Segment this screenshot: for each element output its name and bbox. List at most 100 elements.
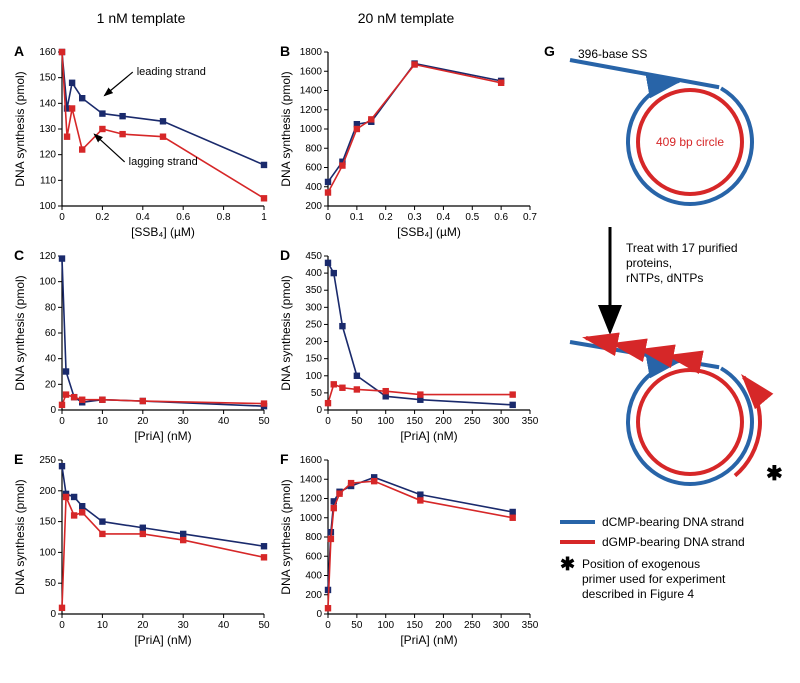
svg-text:200: 200: [305, 337, 322, 348]
svg-text:[PriA] (nM): [PriA] (nM): [134, 429, 191, 443]
svg-text:150: 150: [305, 354, 322, 365]
svg-text:E: E: [14, 451, 23, 467]
svg-text:A: A: [14, 43, 24, 59]
svg-text:120: 120: [39, 150, 56, 161]
svg-text:50: 50: [45, 578, 57, 589]
svg-text:100: 100: [39, 201, 56, 212]
svg-text:0.2: 0.2: [379, 212, 393, 223]
svg-text:150: 150: [406, 620, 423, 631]
svg-text:DNA synthesis (pmol): DNA synthesis (pmol): [13, 275, 27, 390]
svg-text:10: 10: [97, 416, 109, 427]
svg-text:300: 300: [493, 416, 510, 427]
svg-text:F: F: [280, 451, 289, 467]
svg-text:250: 250: [464, 416, 481, 427]
svg-text:130: 130: [39, 124, 56, 135]
panel-c: 01020304050020406080100120[PriA] (nM)DNA…: [10, 246, 272, 446]
svg-text:120: 120: [39, 251, 56, 262]
svg-text:110: 110: [40, 175, 56, 186]
svg-text:150: 150: [39, 517, 56, 528]
col-header-left: 1 nM template: [10, 10, 272, 38]
svg-text:0: 0: [325, 416, 331, 427]
svg-text:60: 60: [45, 328, 57, 339]
svg-text:300: 300: [305, 302, 322, 313]
svg-text:C: C: [14, 247, 24, 263]
svg-text:250: 250: [39, 455, 56, 466]
svg-text:[PriA] (nM): [PriA] (nM): [400, 633, 457, 647]
svg-text:200: 200: [305, 201, 322, 212]
svg-text:leading strand: leading strand: [137, 66, 206, 78]
svg-text:0: 0: [50, 609, 56, 620]
svg-text:0.7: 0.7: [523, 212, 537, 223]
svg-text:1: 1: [261, 212, 267, 223]
svg-text:409 bp circle: 409 bp circle: [656, 135, 724, 149]
panel-d: 0501001502002503003500501001502002503003…: [276, 246, 536, 446]
svg-text:1200: 1200: [300, 105, 323, 116]
svg-text:300: 300: [493, 620, 510, 631]
svg-text:10: 10: [97, 620, 109, 631]
svg-text:DNA synthesis (pmol): DNA synthesis (pmol): [279, 71, 293, 186]
svg-text:B: B: [280, 43, 290, 59]
svg-text:250: 250: [305, 319, 322, 330]
figure: 1 nM template 20 nM template 0 0.2 0.4 0.6 0…: [10, 10, 790, 650]
svg-text:40: 40: [218, 620, 230, 631]
svg-text:dCMP-bearing DNA strand: dCMP-bearing DNA strand: [602, 515, 744, 529]
svg-text:1000: 1000: [300, 513, 323, 524]
panel-e: 01020304050050100150200250[PriA] (nM)DNA…: [10, 450, 272, 650]
svg-text:40: 40: [218, 416, 230, 427]
svg-text:50: 50: [351, 416, 363, 427]
svg-text:✱: ✱: [766, 463, 783, 485]
svg-text:0.6: 0.6: [176, 212, 190, 223]
svg-text:[SSB₄] (µM): [SSB₄] (µM): [397, 225, 461, 239]
svg-text:0: 0: [316, 609, 322, 620]
svg-text:0: 0: [59, 620, 65, 631]
svg-text:0.2: 0.2: [95, 212, 109, 223]
svg-text:50: 50: [311, 388, 323, 399]
svg-text:100: 100: [377, 416, 394, 427]
svg-text:D: D: [280, 247, 290, 263]
svg-text:250: 250: [464, 620, 481, 631]
svg-text:DNA synthesis (pmol): DNA synthesis (pmol): [279, 479, 293, 594]
svg-text:1600: 1600: [300, 66, 323, 77]
svg-text:140: 140: [39, 98, 56, 109]
svg-text:DNA synthesis (pmol): DNA synthesis (pmol): [279, 275, 293, 390]
svg-text:0: 0: [59, 212, 65, 223]
svg-text:dGMP-bearing DNA strand: dGMP-bearing DNA strand: [602, 535, 745, 549]
svg-text:50: 50: [258, 416, 270, 427]
svg-text:40: 40: [45, 354, 57, 365]
panel-b: 00.10.20.30.40.50.60.7200400600800100012…: [276, 42, 536, 242]
svg-text:396-base SS: 396-base SS: [578, 47, 647, 61]
svg-text:200: 200: [39, 486, 56, 497]
svg-text:0.4: 0.4: [436, 212, 450, 223]
svg-text:described in Figure 4: described in Figure 4: [582, 587, 694, 601]
svg-text:100: 100: [39, 277, 56, 288]
svg-text:1000: 1000: [300, 124, 323, 135]
svg-text:200: 200: [305, 590, 322, 601]
svg-text:450: 450: [305, 251, 322, 262]
svg-text:30: 30: [178, 620, 190, 631]
svg-text:200: 200: [435, 416, 452, 427]
svg-text:DNA synthesis (pmol): DNA synthesis (pmol): [13, 479, 27, 594]
svg-text:0: 0: [325, 620, 331, 631]
svg-text:proteins,: proteins,: [626, 256, 672, 270]
svg-text:350: 350: [522, 620, 538, 631]
svg-text:800: 800: [305, 143, 322, 154]
svg-text:20: 20: [137, 416, 149, 427]
svg-text:rNTPs, dNTPs: rNTPs, dNTPs: [626, 271, 703, 285]
svg-text:400: 400: [305, 571, 322, 582]
svg-text:[SSB₄] (µM): [SSB₄] (µM): [131, 225, 195, 239]
svg-text:0: 0: [50, 405, 56, 416]
col-header-right: 20 nM template: [276, 10, 536, 38]
svg-text:0.4: 0.4: [136, 212, 150, 223]
panel-g: G396-base SS409 bp circleTreat with 17 p…: [540, 42, 798, 650]
svg-text:50: 50: [258, 620, 270, 631]
svg-text:150: 150: [406, 416, 423, 427]
svg-text:200: 200: [435, 620, 452, 631]
svg-text:0: 0: [59, 416, 65, 427]
panel-f: 0501001502002503003500200400600800100012…: [276, 450, 536, 650]
svg-text:1600: 1600: [300, 455, 323, 466]
svg-text:80: 80: [45, 302, 57, 313]
svg-text:1400: 1400: [300, 86, 323, 97]
svg-text:150: 150: [39, 73, 56, 84]
svg-text:20: 20: [45, 379, 57, 390]
svg-text:Position of exogenous: Position of exogenous: [582, 557, 700, 571]
